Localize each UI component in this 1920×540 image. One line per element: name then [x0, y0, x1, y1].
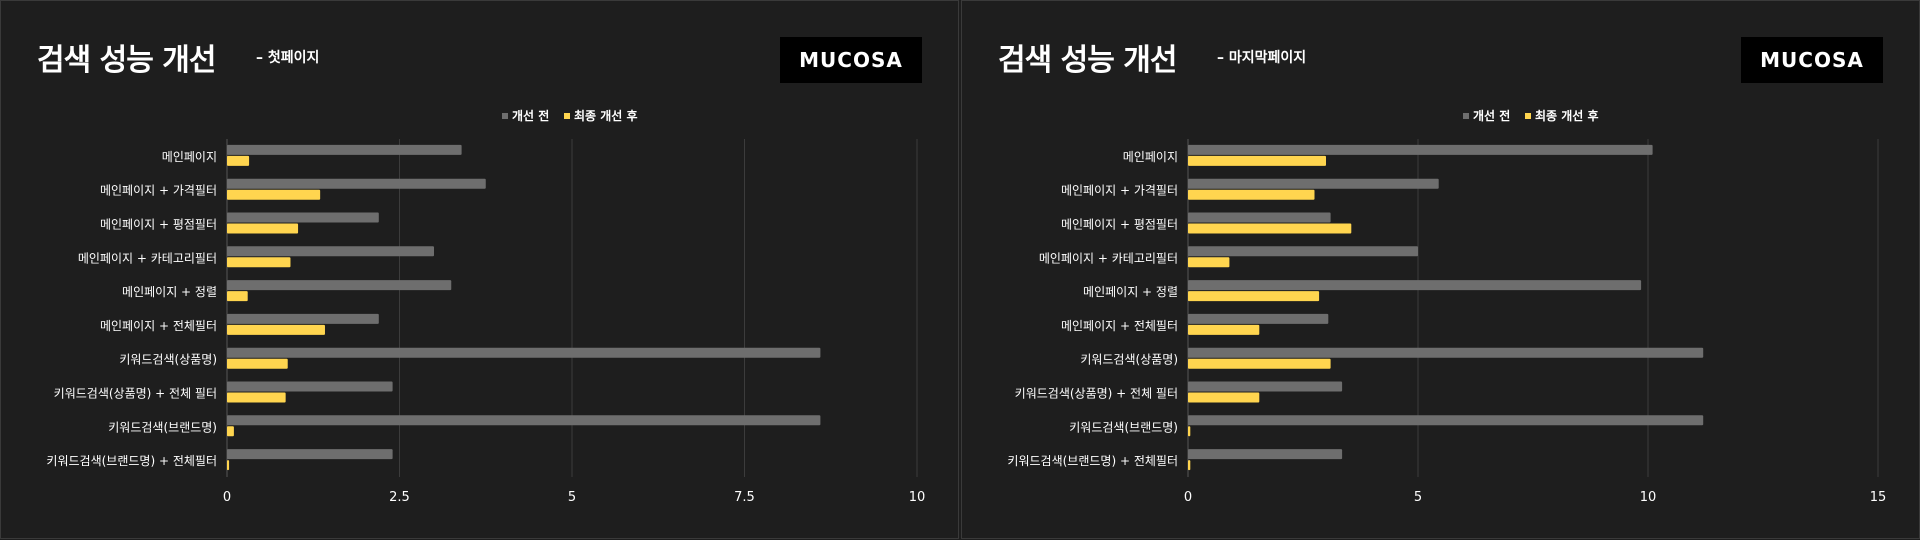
bar-after: [1188, 392, 1260, 403]
category-label: 키워드검색(브랜드명) + 전체필터: [1007, 454, 1178, 468]
x-tick-label: 2.5: [389, 490, 410, 505]
bar-before: [227, 347, 821, 358]
bar-after: [1188, 291, 1320, 302]
category-label: 메인페이지 + 가격필터: [100, 184, 217, 198]
bar-before: [227, 415, 821, 426]
slide-title: 검색 성능 개선: [998, 43, 1177, 78]
bar-before: [1188, 280, 1642, 291]
legend-label: 개선 전: [1473, 108, 1510, 123]
bar-after: [227, 426, 234, 437]
slide-subtitle: – 마지막페이지: [1217, 50, 1307, 66]
bar-after: [1188, 189, 1315, 200]
x-tick-label: 0: [223, 490, 231, 505]
bar-before: [227, 313, 379, 324]
bar-after: [227, 257, 291, 268]
category-label: 키워드검색(상품명) + 전체 필터: [54, 387, 217, 401]
slide-subtitle: – 첫페이지: [256, 50, 320, 66]
category-label: 메인페이지 + 가격필터: [1061, 184, 1178, 198]
bar-after: [1188, 257, 1230, 268]
bar-after: [1188, 223, 1352, 234]
bar-after: [227, 189, 321, 200]
category-label: 메인페이지 + 평점필터: [100, 218, 217, 232]
bar-after: [1188, 358, 1331, 369]
x-tick-label: 10: [1640, 490, 1657, 505]
bar-after: [1188, 155, 1326, 166]
legend-swatch: [1525, 113, 1531, 119]
category-label: 메인페이지 + 전체필터: [100, 319, 217, 333]
bar-before: [227, 246, 434, 257]
bar-after: [227, 223, 299, 234]
bar-after: [1188, 460, 1191, 471]
x-tick-label: 5: [568, 490, 576, 505]
category-label: 메인페이지 + 평점필터: [1061, 218, 1178, 232]
bar-before: [227, 280, 452, 291]
x-tick-label: 0: [1184, 490, 1192, 505]
category-label: 메인페이지 + 카테고리필터: [78, 251, 217, 265]
bar-after: [227, 358, 288, 369]
bar-after: [227, 291, 248, 302]
category-label: 키워드검색(브랜드명) + 전체필터: [46, 454, 217, 468]
bar-before: [227, 449, 393, 460]
x-tick-label: 5: [1414, 490, 1422, 505]
category-label: 키워드검색(상품명): [119, 353, 217, 367]
bar-after: [227, 392, 286, 403]
bar-before: [227, 212, 379, 223]
bar-after: [1188, 426, 1191, 437]
legend-label: 개선 전: [512, 108, 549, 123]
legend-swatch: [564, 113, 570, 119]
x-tick-label: 7.5: [734, 490, 755, 505]
category-label: 키워드검색(브랜드명): [108, 420, 217, 434]
category-label: 메인페이지 + 정렬: [122, 285, 217, 299]
bar-before: [1188, 246, 1418, 257]
category-label: 메인페이지: [162, 150, 217, 164]
category-label: 메인페이지 + 정렬: [1083, 285, 1178, 299]
bar-before: [1188, 313, 1329, 324]
x-tick-label: 10: [909, 490, 926, 505]
slide-title: 검색 성능 개선: [37, 43, 216, 78]
bar-before: [1188, 178, 1439, 189]
category-label: 키워드검색(브랜드명): [1069, 420, 1178, 434]
bar-before: [227, 144, 462, 155]
legend-swatch: [502, 113, 508, 119]
bar-before: [1188, 144, 1653, 155]
legend-label: 최종 개선 후: [574, 108, 638, 123]
legend-label: 최종 개선 후: [1535, 108, 1599, 123]
bar-before: [227, 178, 486, 189]
category-label: 메인페이지: [1123, 150, 1178, 164]
bar-after: [227, 460, 230, 471]
bar-after: [227, 324, 325, 335]
brand-logo: MUCOSA: [780, 37, 922, 83]
x-tick-label: 15: [1870, 490, 1887, 505]
bar-before: [227, 381, 393, 392]
bar-after: [227, 155, 250, 166]
legend-swatch: [1463, 113, 1469, 119]
category-label: 메인페이지 + 전체필터: [1061, 319, 1178, 333]
category-label: 키워드검색(상품명): [1080, 353, 1178, 367]
bar-before: [1188, 415, 1704, 426]
bar-before: [1188, 449, 1343, 460]
bar-before: [1188, 381, 1343, 392]
category-label: 메인페이지 + 카테고리필터: [1039, 251, 1178, 265]
bar-after: [1188, 324, 1260, 335]
brand-logo: MUCOSA: [1741, 37, 1883, 83]
bar-before: [1188, 347, 1704, 358]
category-label: 키워드검색(상품명) + 전체 필터: [1015, 387, 1178, 401]
bar-before: [1188, 212, 1331, 223]
